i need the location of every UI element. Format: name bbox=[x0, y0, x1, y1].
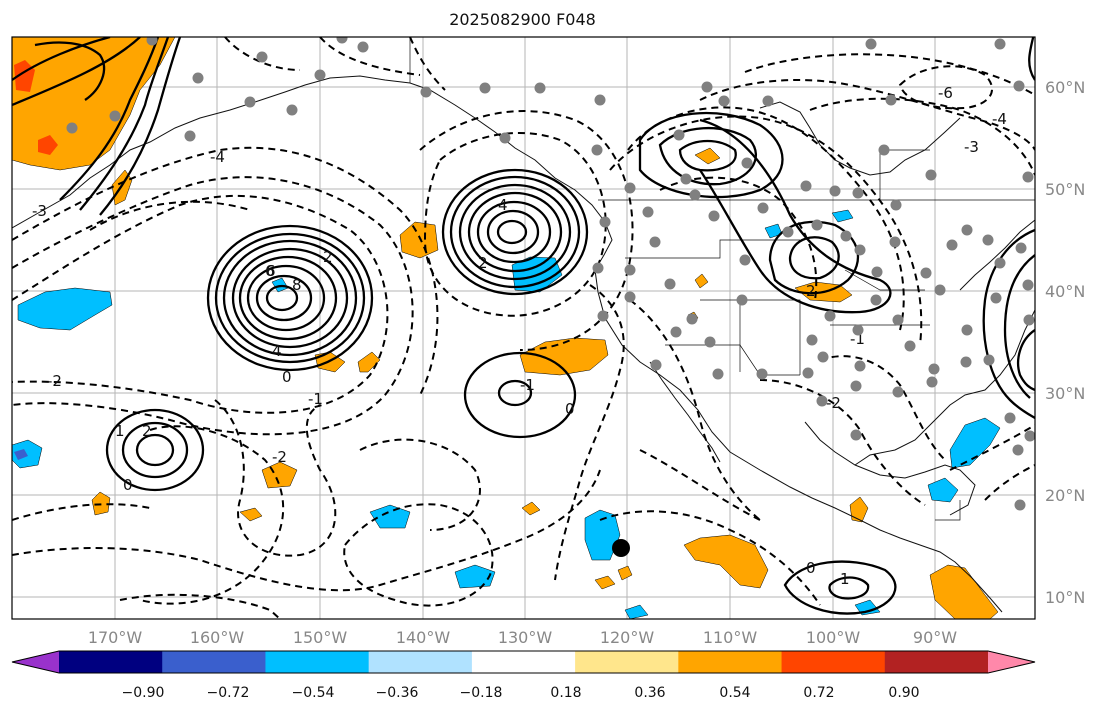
lon-label: 140°W bbox=[396, 628, 451, 647]
contour-label: -2 bbox=[47, 372, 62, 390]
contour-label: 0 bbox=[565, 400, 575, 418]
colorbar-segment bbox=[59, 651, 163, 673]
negative-contours bbox=[12, 37, 1035, 619]
negative-shading bbox=[12, 209, 1001, 619]
plot-title: 2025082900 F048 bbox=[449, 10, 596, 29]
contour-label: -2 bbox=[826, 394, 841, 412]
contour-label: -2 bbox=[272, 448, 287, 466]
contour-label: 2 bbox=[806, 282, 816, 300]
colorbar-segment bbox=[162, 651, 266, 673]
lat-label: 10°N bbox=[1045, 588, 1085, 607]
lat-label: 40°N bbox=[1045, 282, 1085, 301]
contour-label: 2 bbox=[142, 422, 152, 440]
colorbar-tick: 0.36 bbox=[634, 685, 665, 701]
contour-label: -4 bbox=[210, 148, 225, 166]
map-background bbox=[12, 37, 1035, 619]
contour-label: 6 bbox=[265, 262, 275, 280]
contour-label: 0 bbox=[806, 559, 816, 577]
colorbar-segment bbox=[471, 651, 576, 673]
colorbar-outline bbox=[11, 650, 1036, 674]
lon-label: 100°W bbox=[806, 628, 861, 647]
contour-label: 4 bbox=[498, 196, 508, 214]
contour-label: 8 bbox=[292, 276, 302, 294]
colorbar-segment bbox=[265, 651, 370, 673]
colorbar-segment bbox=[781, 651, 886, 673]
contour-label: 4 bbox=[272, 342, 282, 360]
latitude-labels: 60°N 50°N 40°N 30°N 20°N 10°N bbox=[1045, 78, 1085, 607]
contour-label: -1 bbox=[850, 330, 865, 348]
colorbar bbox=[11, 650, 1036, 674]
lon-label: 150°W bbox=[293, 628, 348, 647]
gridlines bbox=[12, 37, 1035, 619]
positive-contours bbox=[12, 37, 1035, 615]
contour-label: -4 bbox=[992, 110, 1007, 128]
contour-labels: 6 8 4 2 0 -2 -1 -3 -4 6 4 2 0 -1 2 1 0 -… bbox=[32, 84, 1007, 588]
longitude-labels: 170°W 160°W 150°W 140°W 130°W 120°W 110°… bbox=[88, 628, 957, 647]
colorbar-tick: −0.72 bbox=[207, 685, 250, 701]
lat-label: 20°N bbox=[1045, 486, 1085, 505]
colorbar-segment bbox=[575, 651, 679, 673]
lon-label: 130°W bbox=[498, 628, 553, 647]
contour-label: -1 bbox=[308, 390, 323, 408]
map-frame bbox=[11, 36, 1036, 620]
contour-label: 1 bbox=[115, 422, 125, 440]
contour-label: 6 bbox=[266, 262, 276, 280]
contour-label: -3 bbox=[32, 202, 47, 220]
colorbar-ticks: −0.90 −0.72 −0.54 −0.36 −0.18 0.18 0.36 … bbox=[122, 685, 920, 701]
contour-label: 2 bbox=[478, 254, 488, 272]
contour-label: 0 bbox=[123, 476, 133, 494]
lon-label: 90°W bbox=[913, 628, 957, 647]
colorbar-tick: 0.72 bbox=[803, 685, 834, 701]
colorbar-tick: −0.90 bbox=[122, 685, 165, 701]
contour-label: -1 bbox=[520, 376, 535, 394]
colorbar-extend-high bbox=[988, 651, 1035, 673]
colorbar-extend-low bbox=[12, 651, 59, 673]
positive-shading bbox=[12, 37, 999, 619]
contour-label: 2 bbox=[323, 248, 333, 266]
strong-negative-shading bbox=[14, 449, 28, 460]
lat-label: 60°N bbox=[1045, 78, 1085, 97]
lat-label: 30°N bbox=[1045, 384, 1085, 403]
lon-label: 170°W bbox=[88, 628, 143, 647]
colorbar-segment bbox=[678, 651, 783, 673]
lon-label: 110°W bbox=[703, 628, 758, 647]
colorbar-segment bbox=[368, 651, 473, 673]
colorbar-segment bbox=[884, 651, 989, 673]
colorbar-tick: −0.36 bbox=[376, 685, 419, 701]
colorbar-tick: 0.54 bbox=[719, 685, 750, 701]
contour-label: 0 bbox=[282, 368, 292, 386]
contour-label: -3 bbox=[964, 138, 979, 156]
lon-label: 160°W bbox=[190, 628, 245, 647]
colorbar-tick: −0.18 bbox=[460, 685, 503, 701]
lon-label: 120°W bbox=[600, 628, 655, 647]
contour-label: -6 bbox=[938, 84, 953, 102]
location-marker bbox=[612, 539, 630, 557]
lat-label: 50°N bbox=[1045, 180, 1085, 199]
colorbar-tick: 0.18 bbox=[550, 685, 581, 701]
contour-label: 1 bbox=[840, 570, 850, 588]
station-markers bbox=[66, 37, 1035, 511]
colorbar-tick: −0.54 bbox=[292, 685, 335, 701]
colorbar-tick: 0.90 bbox=[888, 685, 919, 701]
